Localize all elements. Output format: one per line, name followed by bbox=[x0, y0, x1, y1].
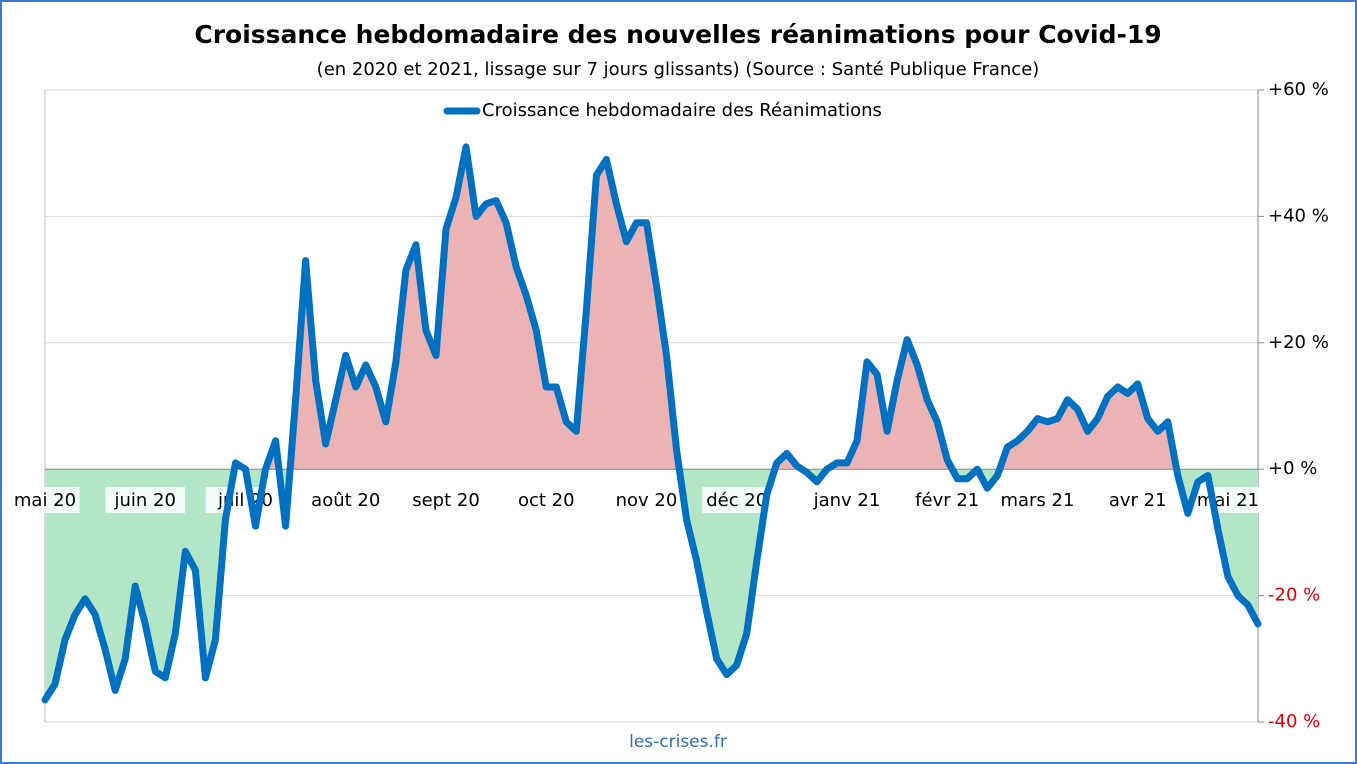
x-tick-label: sept 20 bbox=[412, 490, 480, 511]
legend-label: Croissance hebdomadaire des Réanimations bbox=[482, 100, 882, 121]
y-tick-label: +20 % bbox=[1268, 332, 1329, 353]
x-tick-label: févr 21 bbox=[915, 490, 979, 511]
x-tick-label: août 20 bbox=[311, 490, 380, 511]
chart-title: Croissance hebdomadaire des nouvelles ré… bbox=[194, 20, 1161, 49]
x-label-bg bbox=[1193, 487, 1263, 513]
y-tick-label: +0 % bbox=[1268, 458, 1317, 479]
x-label-bg bbox=[511, 487, 581, 513]
x-label-bg bbox=[305, 487, 386, 513]
y-tick-label: +60 % bbox=[1268, 79, 1329, 100]
x-label-bg bbox=[907, 487, 987, 513]
x-tick-label: mars 21 bbox=[1000, 490, 1074, 511]
x-label-bg bbox=[997, 487, 1078, 513]
x-tick-label: juin 20 bbox=[114, 490, 176, 511]
chart-subtitle: (en 2020 et 2021, lissage sur 7 jours gl… bbox=[317, 59, 1040, 80]
x-label-bg bbox=[611, 487, 681, 513]
x-tick-label: déc 20 bbox=[706, 490, 767, 511]
x-label-bg bbox=[807, 487, 887, 513]
line bbox=[41, 143, 1262, 704]
y-tick-label: -40 % bbox=[1268, 711, 1320, 732]
area-positive bbox=[45, 146, 1258, 470]
x-label-bg bbox=[205, 487, 286, 513]
x-tick-label: oct 20 bbox=[518, 490, 575, 511]
x-tick-label: nov 20 bbox=[616, 490, 678, 511]
x-label-bg bbox=[406, 487, 486, 513]
x-tick-label: mai 20 bbox=[14, 490, 76, 511]
x-label-bg bbox=[105, 487, 185, 513]
y-tick-label: -20 % bbox=[1268, 585, 1320, 606]
x-tick-label: mai 21 bbox=[1197, 490, 1259, 511]
x-label-bg bbox=[10, 487, 80, 513]
x-label-bg bbox=[702, 487, 772, 513]
x-tick-label: avr 21 bbox=[1109, 490, 1167, 511]
x-tick-label: janv 21 bbox=[813, 490, 881, 511]
source: les-crises.fr bbox=[629, 732, 727, 752]
x-label-bg bbox=[1103, 487, 1173, 513]
y-tick-label: +40 % bbox=[1268, 205, 1329, 226]
